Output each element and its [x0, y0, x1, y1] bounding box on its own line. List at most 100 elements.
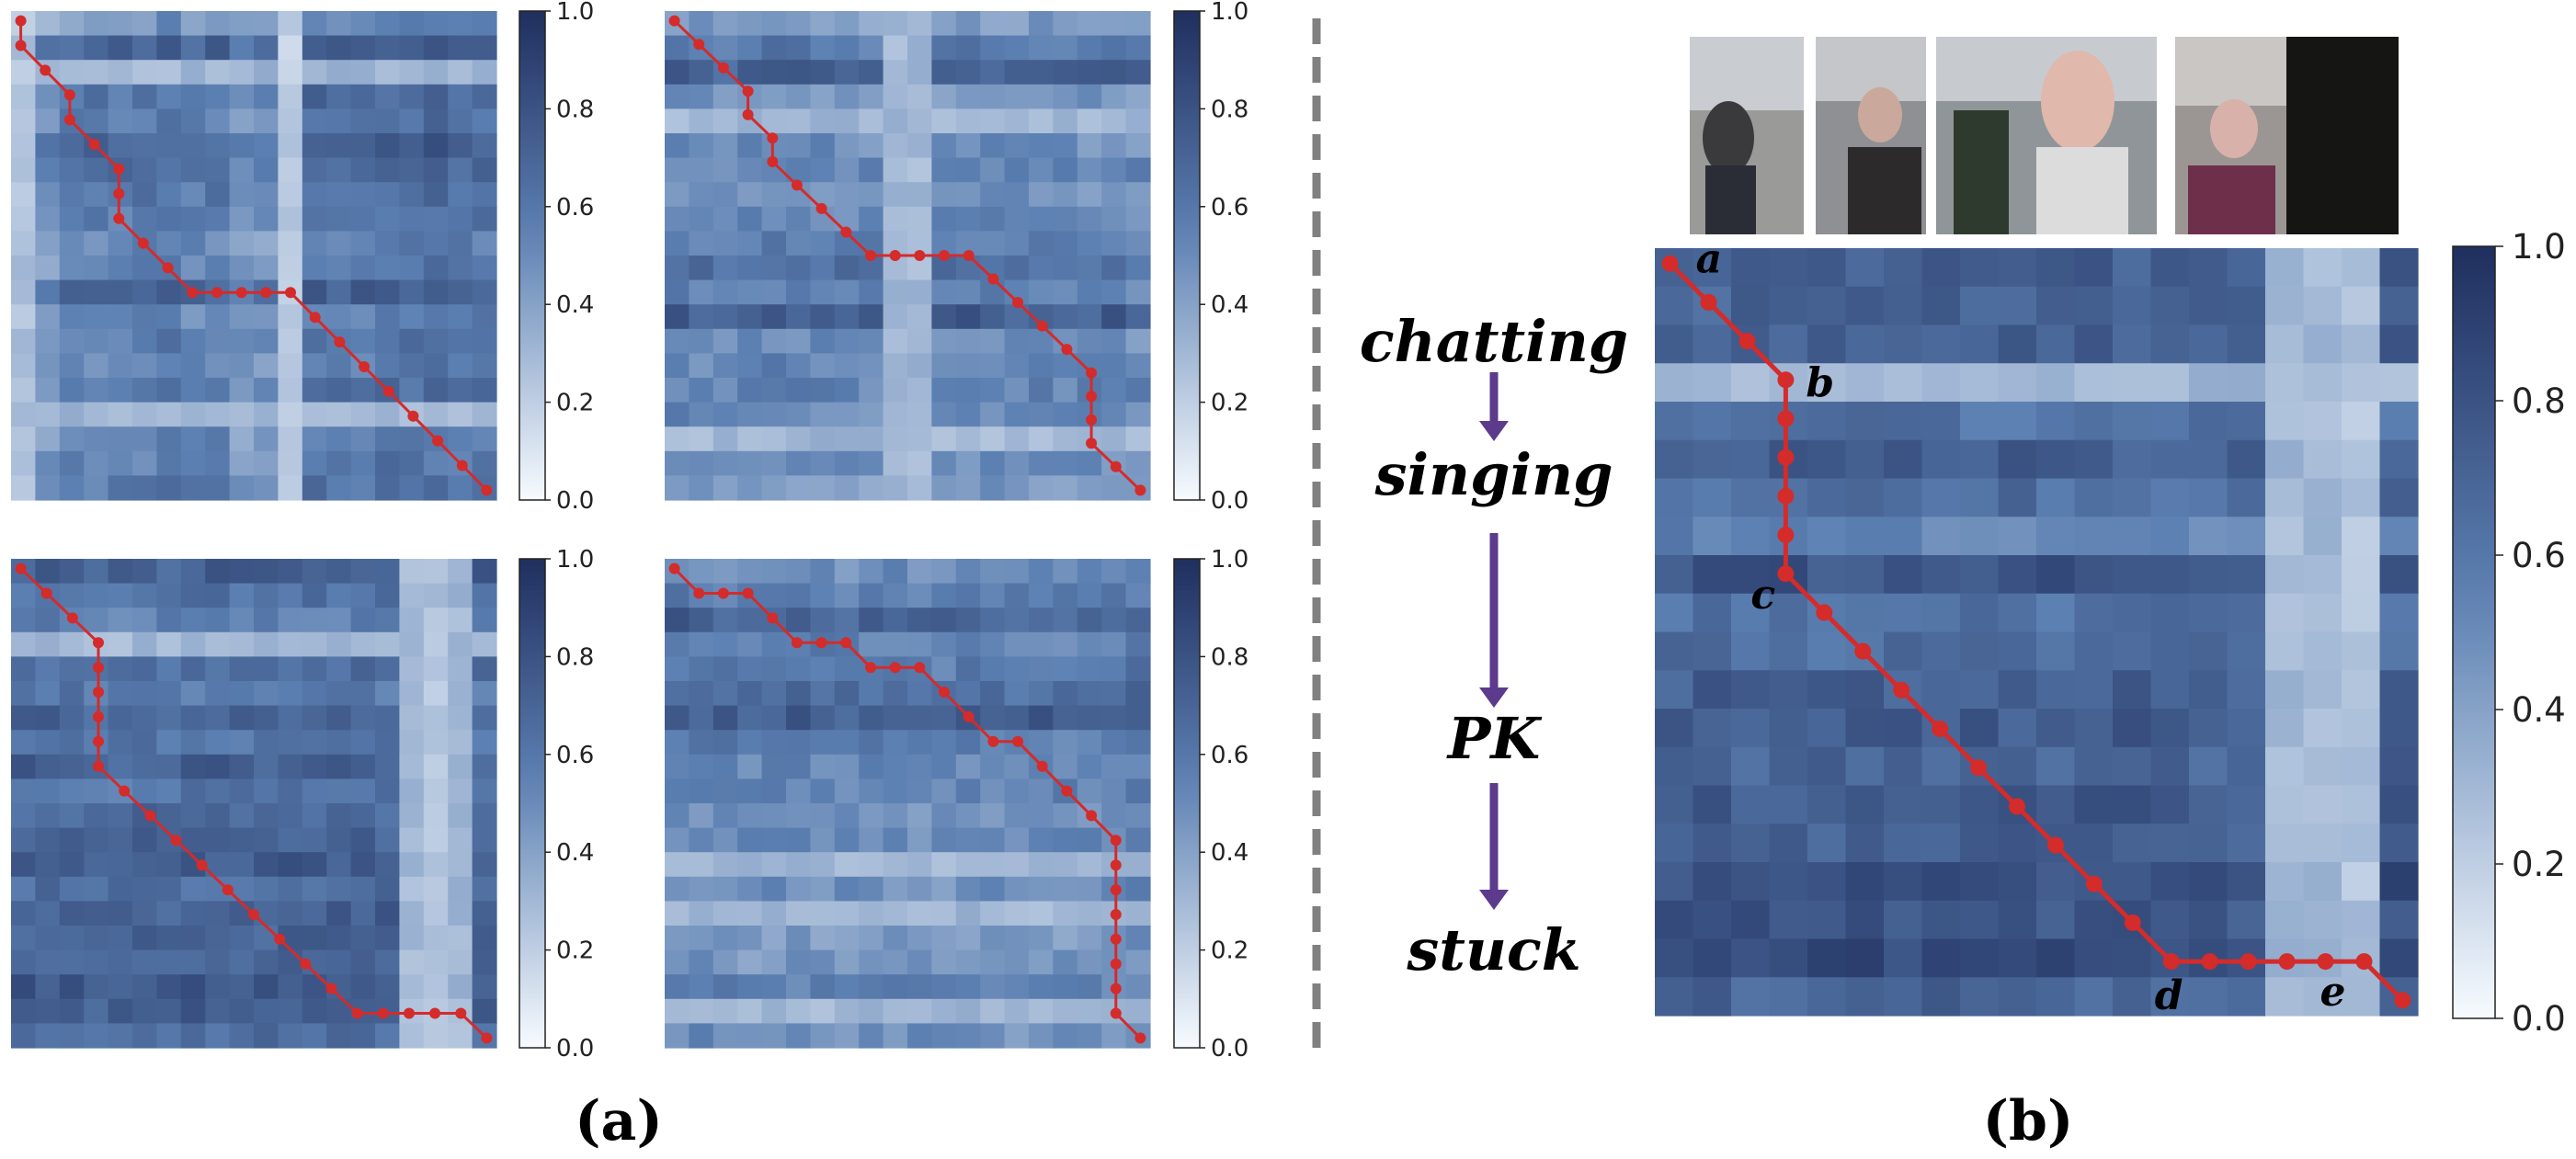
heatmap-cell [180, 631, 206, 657]
heatmap-cell [84, 328, 109, 354]
heatmap-cell [2150, 785, 2190, 824]
heatmap-cell [1884, 286, 1923, 326]
heatmap-cell [2074, 593, 2114, 633]
heatmap-cell [1960, 324, 2000, 364]
heatmap-cell [1004, 681, 1030, 707]
heatmap-cell [2036, 248, 2076, 288]
heatmap-cell [1029, 353, 1054, 379]
heatmap-cell [1807, 862, 1847, 902]
colorbar-tick-label: 0.8 [2512, 381, 2566, 421]
heatmap-cell [689, 11, 714, 37]
heatmap-cell [11, 475, 36, 501]
heatmap-cell [205, 328, 231, 354]
heatmap-cell [254, 730, 279, 756]
path-point [93, 710, 104, 722]
heatmap-cell [399, 450, 425, 476]
heatmap-cell [472, 730, 497, 756]
heatmap-cell [810, 608, 836, 633]
path-point [196, 859, 208, 871]
heatmap-cell [448, 778, 473, 804]
heatmap-cell [59, 705, 85, 731]
path-point [1777, 449, 1795, 466]
heatmap-cell [229, 926, 255, 951]
heatmap-cell [423, 730, 449, 756]
heatmap-cell [834, 60, 860, 85]
heatmap-cell [1029, 182, 1054, 208]
heatmap-cell [350, 559, 376, 585]
heatmap-cell [955, 998, 981, 1024]
heatmap-cell [737, 656, 763, 682]
path-point [1086, 810, 1098, 822]
heatmap-cell [423, 475, 449, 501]
heatmap-cell [2227, 746, 2266, 787]
heatmap-cell [2342, 248, 2381, 288]
heatmap-cell [350, 206, 376, 232]
path-point [2201, 953, 2218, 971]
heatmap-cell [375, 852, 400, 878]
heatmap-cell [907, 279, 932, 305]
heatmap-cell [11, 256, 36, 281]
heatmap-cell [84, 583, 109, 608]
heatmap-cell [1884, 862, 1923, 902]
heatmap-cell [1769, 248, 1808, 288]
heatmap-cell [1731, 402, 1771, 441]
heatmap-cell [448, 378, 473, 403]
heatmap-cell [1053, 35, 1078, 61]
heatmap-cell [11, 681, 36, 707]
heatmap-cell [810, 876, 836, 902]
heatmap-cell [399, 60, 425, 85]
heatmap-cell [1769, 977, 1808, 1017]
heatmap-cell [132, 60, 157, 85]
heatmap-cell [132, 681, 157, 707]
heatmap-cell [423, 353, 449, 379]
heatmap-cell [11, 876, 36, 902]
heatmap-cell [931, 353, 957, 379]
heatmap-cell [810, 926, 836, 951]
heatmap-cell [980, 157, 1006, 183]
heatmap-cell [1884, 593, 1923, 633]
heatmap-cell [834, 328, 860, 354]
heatmap-cell [834, 901, 860, 926]
heatmap-cell [1960, 248, 2000, 288]
heatmap-cell [254, 426, 279, 452]
heatmap-cell [472, 157, 497, 183]
path-point [742, 587, 754, 599]
heatmap-cell [302, 11, 327, 37]
point-label-a: a [1696, 236, 1723, 283]
heatmap-cell [399, 378, 425, 403]
heatmap-cell [2150, 439, 2190, 480]
heatmap-cell [980, 901, 1006, 926]
heatmap-cell [1125, 926, 1151, 951]
heatmap-cell [59, 827, 85, 853]
colorbar-tick-label: 0.4 [556, 839, 594, 867]
heatmap-cell [1004, 450, 1030, 476]
heatmap-cell [883, 778, 908, 804]
heatmap-cell [229, 998, 255, 1024]
heatmap-cell [883, 475, 908, 501]
heatmap-cell [1998, 631, 2037, 671]
heatmap-cell [84, 450, 109, 476]
heatmap-cell [375, 450, 400, 476]
heatmap-cell [1101, 206, 1127, 232]
heatmap-cell [326, 901, 352, 926]
heatmap-cell [1004, 256, 1030, 281]
heatmap-cell [907, 328, 932, 354]
heatmap-cell [810, 852, 836, 878]
heatmap-cell [1053, 754, 1078, 779]
heatmap-cell [980, 778, 1006, 804]
heatmap-cell [1960, 900, 2000, 940]
path-point [767, 132, 779, 144]
heatmap-cell [955, 402, 981, 427]
path-point [93, 687, 104, 698]
heatmap-cell [810, 60, 836, 85]
heatmap-cell [302, 754, 327, 779]
heatmap-cell [1125, 876, 1151, 902]
heatmap-cell [786, 231, 811, 256]
heatmap-cell [2074, 402, 2114, 441]
heatmap-cell [180, 974, 206, 1000]
stage-timeline: chatting singing PK stuck [1360, 308, 1628, 983]
heatmap-cell [375, 133, 400, 159]
heatmap-cell [326, 803, 352, 829]
video-frame-3 [1936, 37, 2157, 234]
heatmap-cell [1077, 827, 1102, 853]
